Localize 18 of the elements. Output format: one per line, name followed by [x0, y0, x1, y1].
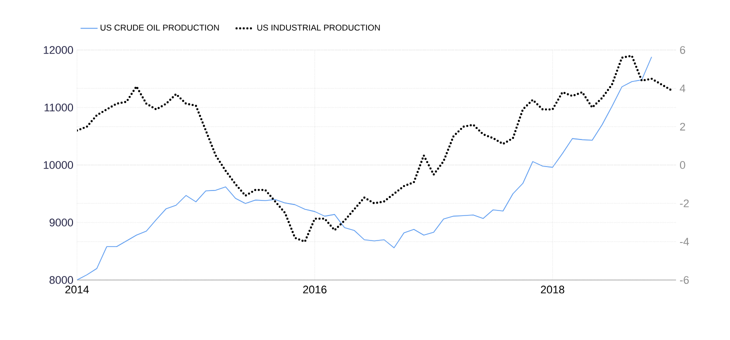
- y-tick-label: 9000: [50, 218, 74, 226]
- y-tick-label: 11000: [44, 104, 74, 112]
- y2-tick-label: 4: [680, 84, 686, 92]
- y-tick-label: 12000: [44, 46, 74, 54]
- y-tick-label: 10000: [44, 161, 74, 169]
- y2-tick-label: -2: [680, 200, 689, 208]
- y2-tick-label: 0: [680, 161, 686, 169]
- x-tick-label: 2016: [303, 286, 326, 294]
- legend-label: US CRUDE OIL PRODUCTION: [100, 24, 219, 31]
- y2-tick-label: 2: [680, 122, 686, 130]
- x-tick-label: 2014: [65, 286, 89, 294]
- y2-tick-label: -6: [680, 276, 689, 284]
- y2-tick-label: -4: [680, 238, 689, 246]
- line-series: [77, 56, 652, 280]
- y2-tick-label: 6: [680, 46, 686, 54]
- x-tick-label: 2018: [540, 286, 564, 294]
- legend-label: US INDUSTRIAL PRODUCTION: [257, 24, 380, 31]
- y-tick-label: 8000: [50, 276, 74, 284]
